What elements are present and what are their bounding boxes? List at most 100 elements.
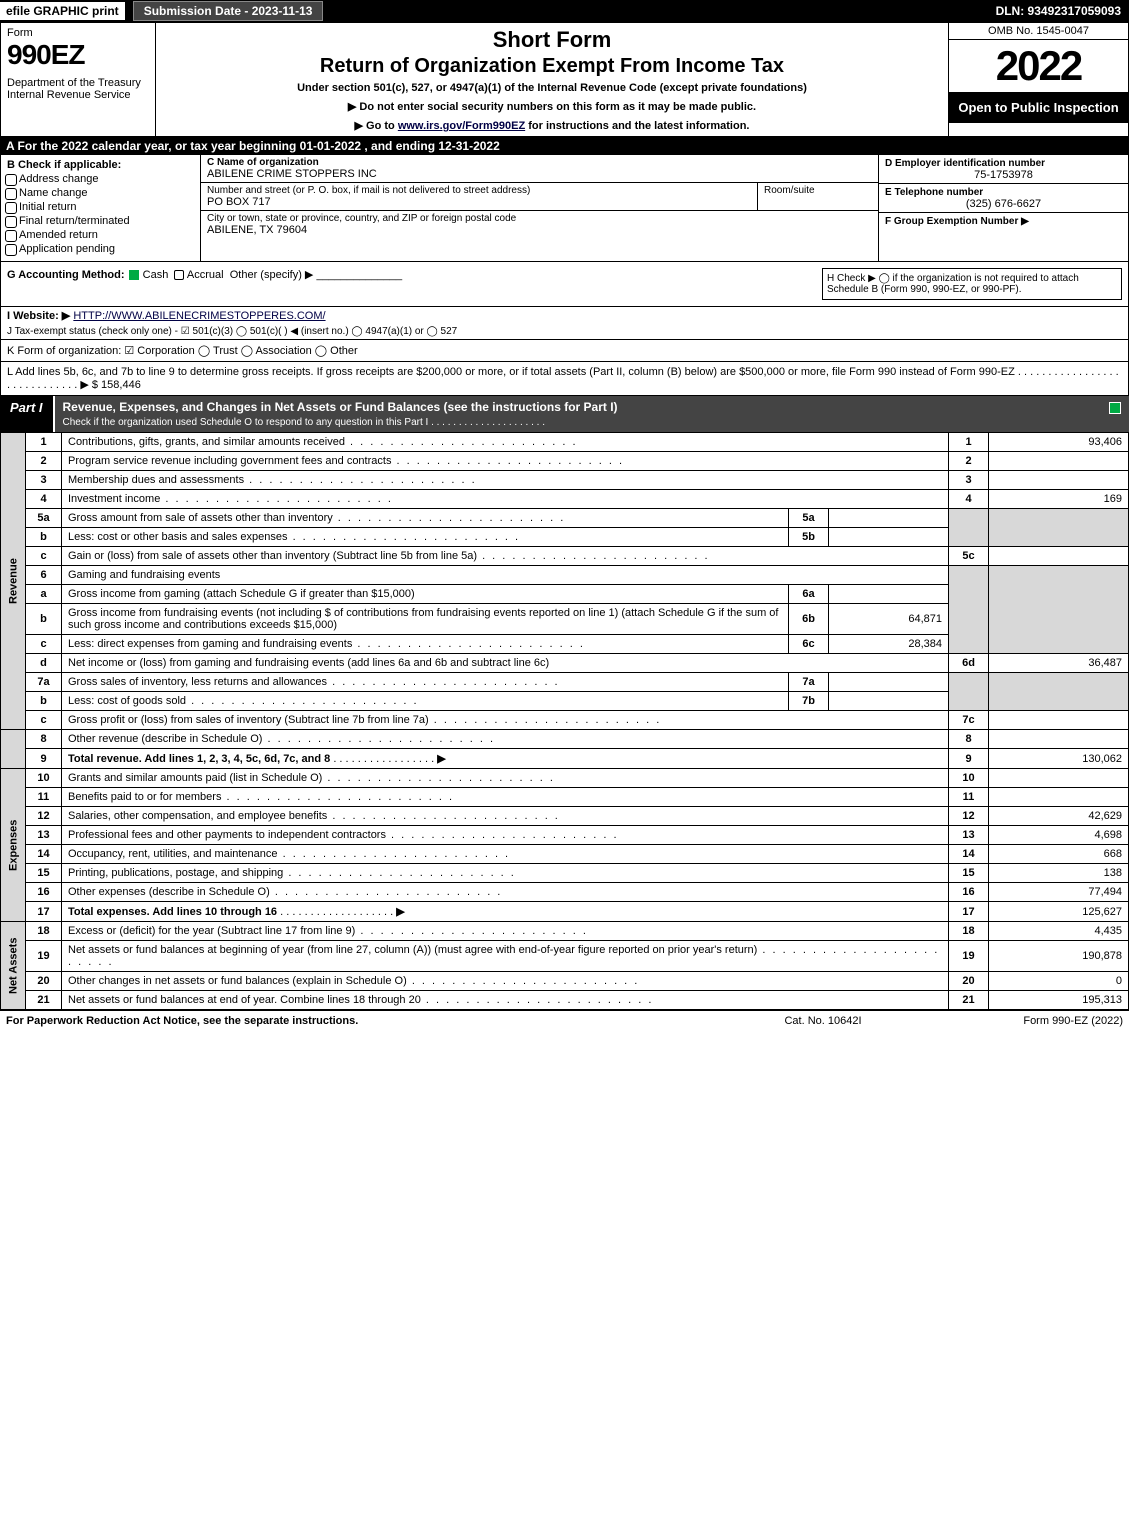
line-20-val: 0 — [989, 972, 1129, 991]
line-19-val: 190,878 — [989, 941, 1129, 972]
chk-address-change[interactable]: Address change — [19, 173, 194, 185]
line-9-desc-text: Total revenue. Add lines 1, 2, 3, 4, 5c,… — [68, 753, 330, 765]
line-2-lbl: 2 — [949, 452, 989, 471]
irs-link[interactable]: www.irs.gov/Form990EZ — [398, 120, 525, 132]
line-6-num: 6 — [26, 566, 62, 585]
part-i-header: Part I Revenue, Expenses, and Changes in… — [0, 396, 1129, 432]
group-exemption-cell: F Group Exemption Number ▶ — [879, 213, 1128, 229]
cat-number: Cat. No. 10642I — [723, 1015, 923, 1027]
chk-initial-return[interactable]: Initial return — [19, 201, 194, 213]
ein-label: D Employer identification number — [885, 158, 1045, 169]
page-footer: For Paperwork Reduction Act Notice, see … — [0, 1010, 1129, 1031]
line-5b-num: b — [26, 528, 62, 547]
part-i-table: Revenue 1 Contributions, gifts, grants, … — [0, 432, 1129, 1010]
line-20-num: 20 — [26, 972, 62, 991]
form-word: Form — [7, 27, 149, 39]
website-link[interactable]: HTTP://WWW.ABILENECRIMESTOPPERES.COM/ — [73, 310, 325, 322]
line-13-desc: Professional fees and other payments to … — [62, 826, 949, 845]
accrual-checkbox-icon[interactable] — [174, 270, 184, 280]
form-header: Form 990EZ Department of the Treasury In… — [0, 22, 1129, 137]
grey-5ab — [949, 509, 989, 547]
dln-number: DLN: 93492317059093 — [996, 4, 1129, 18]
line-18-val: 4,435 — [989, 922, 1129, 941]
line-12-lbl: 12 — [949, 807, 989, 826]
chk-application-pending[interactable]: Application pending — [19, 243, 194, 255]
phone-value: (325) 676-6627 — [885, 198, 1122, 210]
open-to-public: Open to Public Inspection — [949, 92, 1128, 123]
line-16-val: 77,494 — [989, 883, 1129, 902]
line-10-lbl: 10 — [949, 769, 989, 788]
grey-5ab-val — [989, 509, 1129, 547]
part-i-label: Part I — [0, 396, 55, 432]
line-6a-subval — [829, 585, 949, 604]
chk-amended-return[interactable]: Amended return — [19, 229, 194, 241]
omb-number: OMB No. 1545-0047 — [949, 23, 1128, 40]
line-6b-desc: Gross income from fundraising events (no… — [62, 604, 789, 635]
line-21-num: 21 — [26, 991, 62, 1010]
expenses-side-label: Expenses — [1, 769, 26, 922]
part-i-sub: Check if the organization used Schedule … — [63, 417, 545, 428]
line-2-val — [989, 452, 1129, 471]
line-5c-num: c — [26, 547, 62, 566]
line-l-text: L Add lines 5b, 6c, and 7b to line 9 to … — [7, 366, 1119, 391]
form-id-block: Form 990EZ Department of the Treasury In… — [1, 23, 156, 136]
org-name-cell: C Name of organization ABILENE CRIME STO… — [201, 155, 878, 183]
line-18-num: 18 — [26, 922, 62, 941]
form-title-block: Short Form Return of Organization Exempt… — [156, 23, 948, 136]
line-12-num: 12 — [26, 807, 62, 826]
line-17-val: 125,627 — [989, 902, 1129, 922]
line-18-lbl: 18 — [949, 922, 989, 941]
part-i-schedule-o-check — [1101, 396, 1129, 432]
city-label: City or town, state or province, country… — [207, 213, 516, 224]
line-6a-num: a — [26, 585, 62, 604]
street-cell: Number and street (or P. O. box, if mail… — [201, 183, 758, 210]
line-13-val: 4,698 — [989, 826, 1129, 845]
line-7c-desc: Gross profit or (loss) from sales of inv… — [62, 711, 949, 730]
cash-checkbox-icon[interactable] — [128, 269, 140, 281]
line-7b-num: b — [26, 692, 62, 711]
line-11-num: 11 — [26, 788, 62, 807]
part-i-desc: Revenue, Expenses, and Changes in Net As… — [55, 396, 1101, 432]
line-7a-desc: Gross sales of inventory, less returns a… — [62, 673, 789, 692]
grey-7ab — [949, 673, 989, 711]
line-15-lbl: 15 — [949, 864, 989, 883]
line-10-val — [989, 769, 1129, 788]
box-c-org-info: C Name of organization ABILENE CRIME STO… — [201, 155, 878, 261]
line-11-lbl: 11 — [949, 788, 989, 807]
line-6d-lbl: 6d — [949, 654, 989, 673]
line-18-desc: Excess or (deficit) for the year (Subtra… — [62, 922, 949, 941]
goto-link-line: ▶ Go to www.irs.gov/Form990EZ for instru… — [164, 119, 940, 132]
line-19-desc: Net assets or fund balances at beginning… — [62, 941, 949, 972]
grey-6abc-val — [989, 566, 1129, 654]
line-10-desc: Grants and similar amounts paid (list in… — [62, 769, 949, 788]
line-17-desc-text: Total expenses. Add lines 10 through 16 — [68, 906, 277, 918]
short-form-title: Short Form — [164, 27, 940, 53]
line-8-lbl: 8 — [949, 730, 989, 749]
efile-label[interactable]: efile GRAPHIC print — [0, 2, 125, 20]
line-4-num: 4 — [26, 490, 62, 509]
line-14-desc: Occupancy, rent, utilities, and maintena… — [62, 845, 949, 864]
under-section-text: Under section 501(c), 527, or 4947(a)(1)… — [164, 82, 940, 94]
chk-name-change[interactable]: Name change — [19, 187, 194, 199]
org-name-value: ABILENE CRIME STOPPERS INC — [207, 168, 377, 180]
section-g-h: G Accounting Method: Cash Accrual Other … — [0, 262, 1129, 307]
grey-6abc — [949, 566, 989, 654]
line-j-tax-exempt: J Tax-exempt status (check only one) - ☑… — [0, 324, 1129, 340]
line-9-val: 130,062 — [989, 749, 1129, 769]
chk-final-return[interactable]: Final return/terminated — [19, 215, 194, 227]
line-21-desc: Net assets or fund balances at end of ye… — [62, 991, 949, 1010]
department-label: Department of the Treasury Internal Reve… — [7, 77, 149, 101]
box-b-checkboxes: B Check if applicable: Address change Na… — [1, 155, 201, 261]
line-5a-num: 5a — [26, 509, 62, 528]
accounting-method: G Accounting Method: Cash Accrual Other … — [7, 268, 822, 300]
header-right-block: OMB No. 1545-0047 2022 Open to Public In… — [948, 23, 1128, 136]
line-3-val — [989, 471, 1129, 490]
line-11-desc: Benefits paid to or for members — [62, 788, 949, 807]
box-b-label: B Check if applicable: — [7, 159, 194, 171]
line-7c-val — [989, 711, 1129, 730]
revenue-side-cont — [1, 730, 26, 769]
line-2-num: 2 — [26, 452, 62, 471]
line-6-desc: Gaming and fundraising events — [62, 566, 949, 585]
line-14-num: 14 — [26, 845, 62, 864]
line-8-num: 8 — [26, 730, 62, 749]
